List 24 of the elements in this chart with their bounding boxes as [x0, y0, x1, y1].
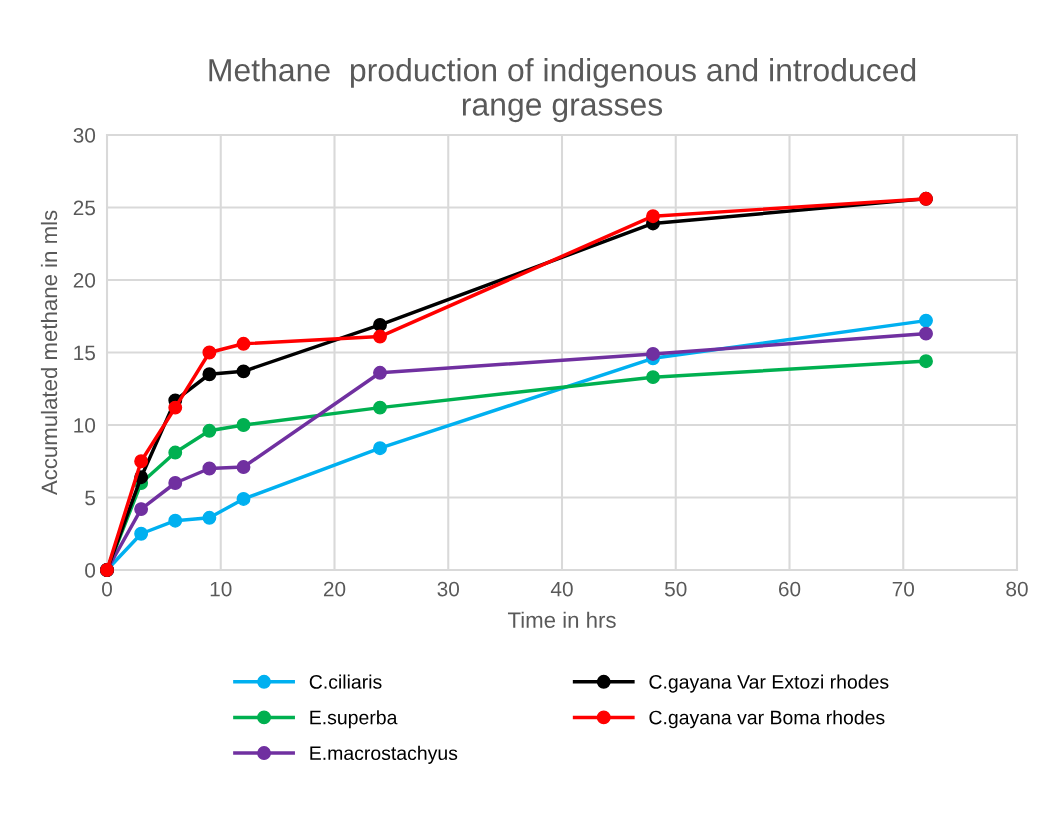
- y-tick-label: 20: [73, 273, 96, 288]
- x-tick-label: 60: [778, 581, 801, 597]
- x-tick-label: 40: [550, 581, 573, 597]
- x-tick-label: 0: [102, 581, 112, 597]
- x-tick-label: 30: [437, 581, 460, 597]
- chart-title: Methane production of indigenous and introduced range grasses: [209, 58, 916, 123]
- x-tick-label: 10: [210, 581, 232, 597]
- y-tick-label: 25: [73, 200, 96, 216]
- legend-label: C.gayana Var Extozi rhodes: [649, 674, 889, 693]
- y-tick-label: 5: [85, 490, 96, 506]
- x-tick-label: 70: [892, 581, 915, 597]
- x-tick-label: 80: [1006, 581, 1028, 597]
- legend-label: C.gayana var Boma rhodes: [649, 710, 885, 729]
- y-tick-label: 15: [74, 345, 96, 361]
- legend-label: E.superba: [310, 710, 398, 729]
- x-tick-label: 50: [665, 581, 687, 597]
- legend-label: E.macrostachyus: [310, 745, 458, 764]
- x-tick-label: 20: [323, 581, 346, 597]
- y-axis-title: Accumulated methane in mls: [40, 210, 58, 496]
- legend-label: C.ciliaris: [309, 674, 382, 689]
- y-tick-label: 30: [73, 128, 96, 143]
- y-tick-label: 0: [85, 563, 96, 578]
- y-tick-label: 10: [74, 418, 96, 433]
- x-axis-title: Time in hrs: [507, 611, 616, 628]
